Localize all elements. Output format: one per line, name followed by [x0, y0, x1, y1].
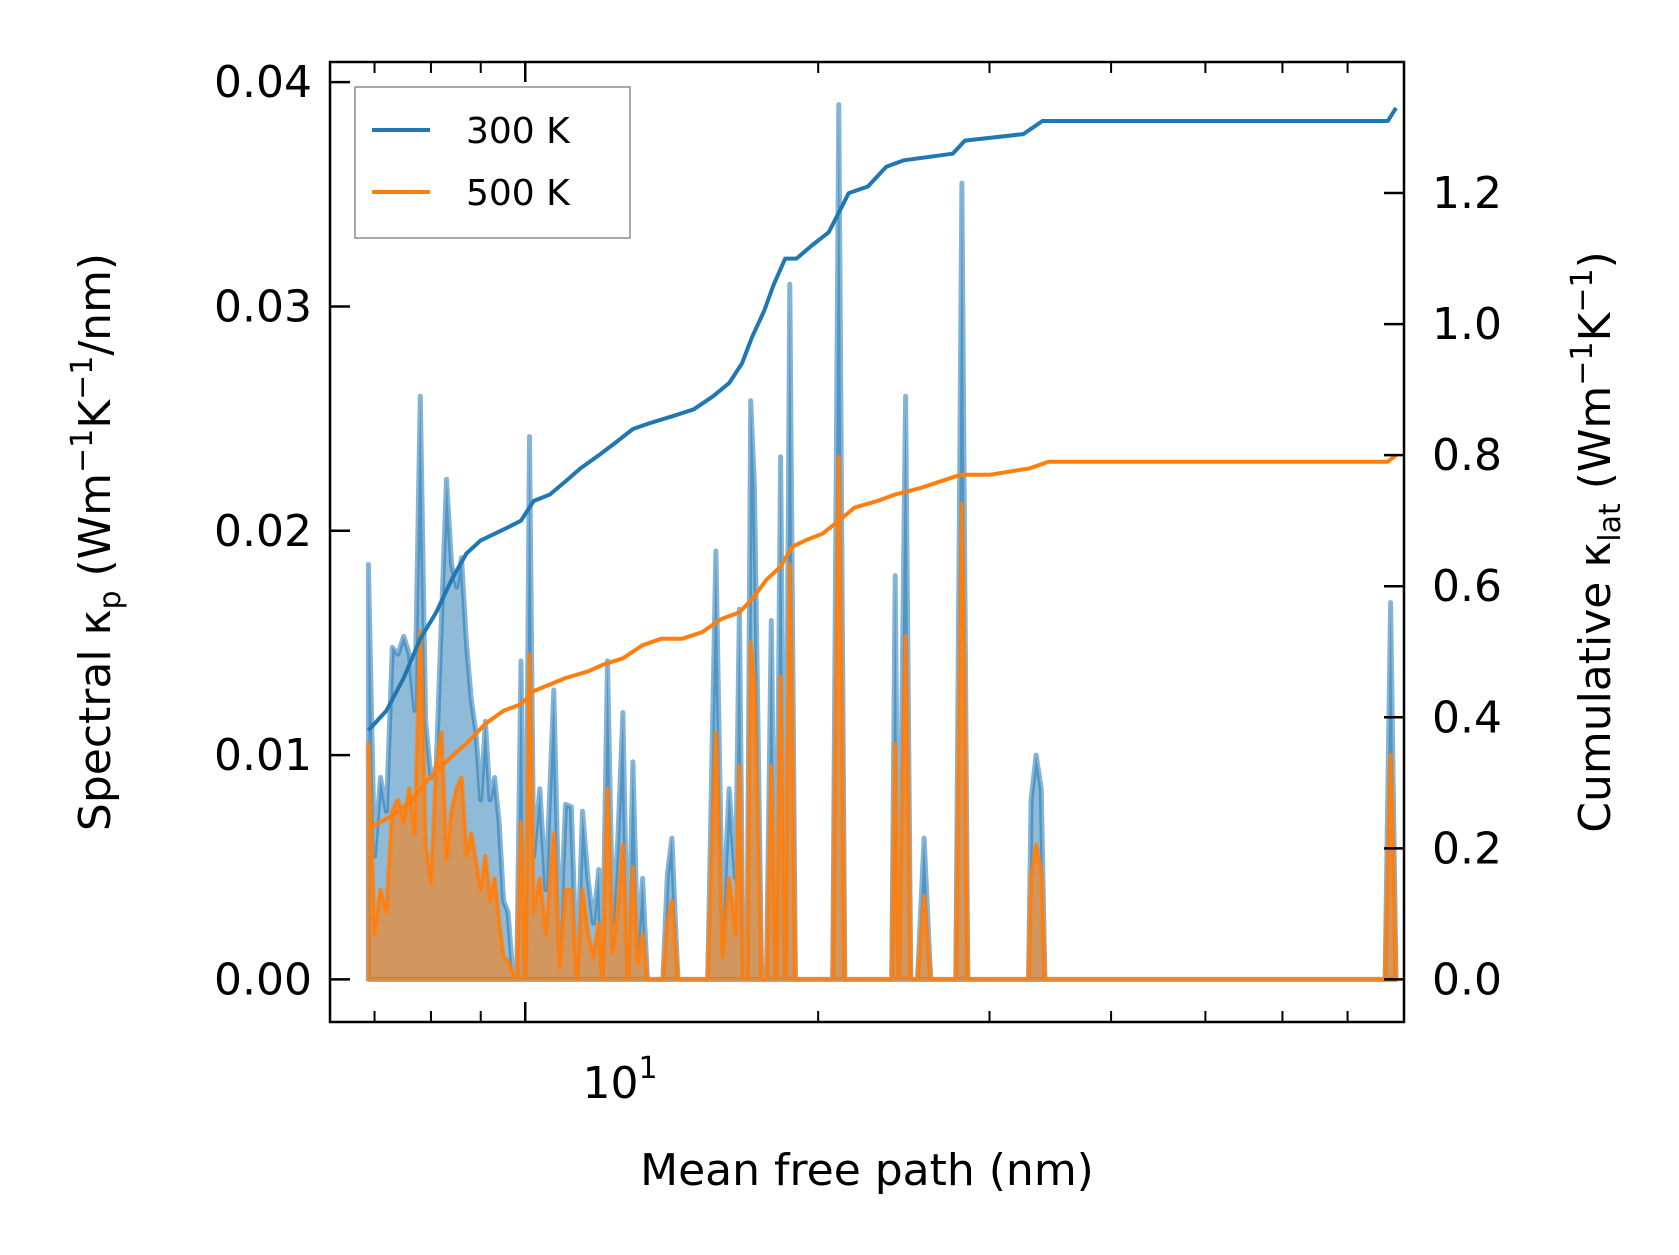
ticks-layer: 0.00 0.01 0.02 0.03 0.04 0.0 0.2 0.4 0.6 0.8 1.0 1.…: [214, 57, 1502, 1022]
y-left-label-exp1: −1: [65, 429, 100, 473]
y-right-tick-label: 0.4: [1432, 692, 1502, 743]
cumulative-line-300k: [366, 106, 1398, 732]
y-left-label-sub: p: [93, 590, 128, 609]
y-left-tick-label: 0.04: [214, 57, 312, 108]
cumulative-layer: [366, 106, 1398, 831]
y-left-tick-label: 0.02: [214, 506, 312, 557]
y-right-label-exp1: −1: [1565, 341, 1600, 385]
x-axis-label: Mean free path (nm): [640, 1145, 1094, 1196]
cumulative-line-500k: [367, 453, 1398, 831]
y-left-tick-label: 0.00: [214, 954, 312, 1005]
y-right-tick-label: 0.8: [1432, 430, 1502, 481]
x-major-tick-label: 101: [582, 1051, 657, 1109]
y-right-tick-label: 0.0: [1432, 954, 1502, 1005]
y-right-tick-label: 1.2: [1432, 168, 1502, 219]
x-major-tick-exponent: 1: [638, 1051, 657, 1086]
y-right-label-sub: lat: [1593, 503, 1628, 542]
y-axis-left-label: Spectral κp (Wm−1K−1/nm): [65, 253, 128, 831]
y-right-tick-label: 0.6: [1432, 561, 1502, 612]
y-left-label-exp2: −1: [65, 356, 100, 400]
spectral-line-500k: [367, 455, 1398, 981]
legend-box: [354, 86, 631, 239]
y-right-tick-label: 1.0: [1432, 299, 1502, 350]
y-left-tick-label: 0.01: [214, 730, 312, 781]
y-right-label-exp2: −1: [1565, 268, 1600, 312]
legend-label-300k: 300 K: [466, 111, 571, 152]
legend-label-500k: 500 K: [466, 173, 571, 214]
y-right-tick-label: 0.2: [1432, 823, 1502, 874]
legend: 300 K 500 K: [354, 86, 631, 239]
plot-frame: [328, 60, 1406, 1024]
y-left-tick-label: 0.03: [214, 281, 312, 332]
y-axis-right-label: Cumulative κlat (Wm−1K−1): [1565, 251, 1628, 833]
